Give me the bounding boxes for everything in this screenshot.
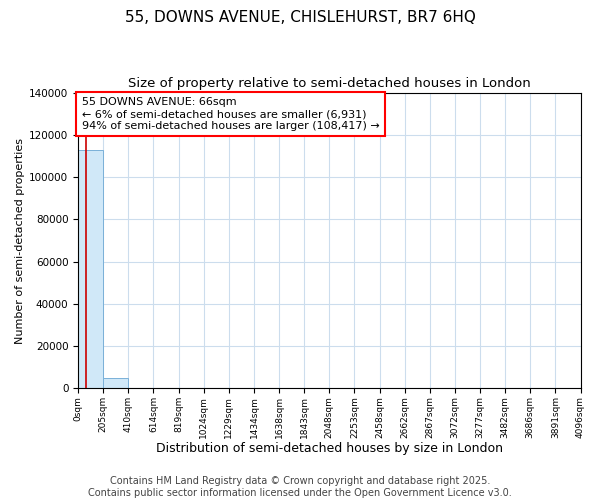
Text: 55, DOWNS AVENUE, CHISLEHURST, BR7 6HQ: 55, DOWNS AVENUE, CHISLEHURST, BR7 6HQ xyxy=(125,10,475,25)
Text: Contains HM Land Registry data © Crown copyright and database right 2025.
Contai: Contains HM Land Registry data © Crown c… xyxy=(88,476,512,498)
Bar xyxy=(78,150,103,388)
Text: 55 DOWNS AVENUE: 66sqm
← 6% of semi-detached houses are smaller (6,931)
94% of s: 55 DOWNS AVENUE: 66sqm ← 6% of semi-deta… xyxy=(82,98,380,130)
Title: Size of property relative to semi-detached houses in London: Size of property relative to semi-detach… xyxy=(128,78,530,90)
X-axis label: Distribution of semi-detached houses by size in London: Distribution of semi-detached houses by … xyxy=(156,442,503,455)
Y-axis label: Number of semi-detached properties: Number of semi-detached properties xyxy=(15,138,25,344)
Bar xyxy=(103,378,128,388)
